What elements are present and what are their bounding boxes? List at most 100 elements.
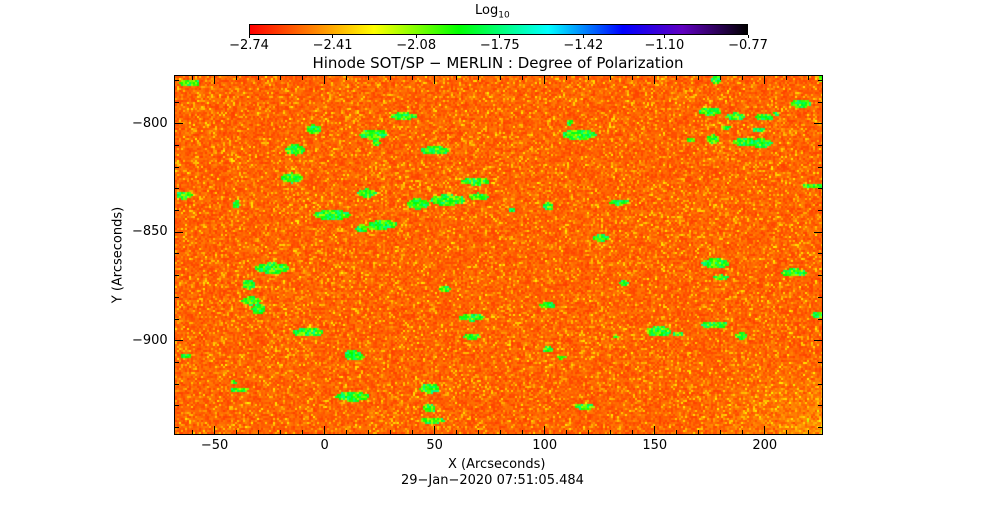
x-tick <box>764 426 766 434</box>
x-tick-top <box>236 76 238 80</box>
y-tick-right <box>818 79 822 81</box>
x-tick-top <box>698 76 700 80</box>
x-tick-top <box>258 76 260 80</box>
y-tick-label: −850 <box>132 224 168 240</box>
x-tick-top <box>522 76 524 80</box>
y-tick <box>175 275 179 277</box>
x-tick <box>192 430 194 434</box>
colorbar-tick <box>332 35 334 38</box>
x-tick <box>808 430 810 434</box>
y-tick <box>175 144 179 146</box>
colorbar-tick <box>499 35 501 38</box>
y-tick <box>175 296 179 298</box>
y-tick-right <box>818 361 822 363</box>
y-tick-right <box>818 144 822 146</box>
x-tick <box>258 430 260 434</box>
colorbar-tick-label: −2.08 <box>396 38 437 53</box>
x-tick-top <box>676 76 678 80</box>
x-tick-label: 50 <box>426 438 443 453</box>
x-tick <box>522 430 524 434</box>
y-tick <box>175 101 179 103</box>
x-tick-top <box>346 76 348 80</box>
x-tick-top <box>500 76 502 80</box>
y-tick-right <box>818 383 822 385</box>
x-tick-top <box>764 76 766 84</box>
x-tick <box>214 426 216 434</box>
x-tick-top <box>808 76 810 80</box>
x-tick <box>742 430 744 434</box>
y-tick-label: −900 <box>132 332 168 348</box>
x-tick <box>456 430 458 434</box>
y-tick-right <box>818 296 822 298</box>
y-tick-right <box>818 166 822 168</box>
y-tick <box>175 231 183 233</box>
x-tick-top <box>324 76 326 84</box>
x-tick-top <box>654 76 656 84</box>
colorbar-tick-label: −1.75 <box>479 38 520 53</box>
x-tick-top <box>720 76 722 80</box>
x-tick <box>236 430 238 434</box>
x-tick <box>676 430 678 434</box>
x-tick <box>720 430 722 434</box>
colorbar-tick <box>415 35 417 38</box>
x-tick-top <box>566 76 568 80</box>
y-tick-right <box>814 231 822 233</box>
x-tick-top <box>478 76 480 80</box>
colorbar-tick <box>747 35 749 38</box>
y-tick-right <box>818 318 822 320</box>
x-tick <box>412 430 414 434</box>
x-tick <box>610 430 612 434</box>
colorbar-tick <box>663 35 665 38</box>
colorbar-tick <box>248 35 250 38</box>
x-tick-top <box>214 76 216 84</box>
y-tick-right <box>818 275 822 277</box>
y-tick <box>175 426 179 428</box>
x-tick <box>588 430 590 434</box>
y-tick <box>175 188 179 190</box>
colorbar-tick-label: −2.74 <box>229 38 269 53</box>
chart-title: Hinode SOT/SP − MERLIN : Degree of Polar… <box>312 54 684 72</box>
x-tick-top <box>544 76 546 84</box>
x-tick-top <box>456 76 458 80</box>
x-tick-top <box>302 76 304 80</box>
y-tick-label: −800 <box>132 115 168 131</box>
y-tick <box>175 123 183 125</box>
x-tick-top <box>412 76 414 80</box>
x-tick-label: 100 <box>532 438 558 453</box>
y-tick-right <box>818 101 822 103</box>
colorbar-tick-label: −1.42 <box>563 38 604 53</box>
polarization-heatmap <box>175 76 822 434</box>
y-tick-right <box>818 426 822 428</box>
x-tick-label: 150 <box>642 438 668 453</box>
y-tick <box>175 340 183 342</box>
x-tick <box>368 430 370 434</box>
x-tick <box>434 426 436 434</box>
y-tick <box>175 318 179 320</box>
y-axis-label: Y (Arcseconds) <box>110 206 126 304</box>
x-tick-top <box>390 76 392 80</box>
x-tick <box>324 426 326 434</box>
y-tick-right <box>818 253 822 255</box>
x-tick <box>500 430 502 434</box>
x-tick-label: 0 <box>320 438 329 453</box>
y-tick <box>175 405 179 407</box>
colorbar-label: Log10 <box>475 3 510 21</box>
x-tick-top <box>610 76 612 80</box>
x-tick <box>478 430 480 434</box>
x-tick-top <box>368 76 370 80</box>
x-tick-top <box>280 76 282 80</box>
x-tick <box>698 430 700 434</box>
y-tick-right <box>818 210 822 212</box>
x-tick-top <box>786 76 788 80</box>
colorbar-tick-label: −2.41 <box>312 38 353 53</box>
y-tick <box>175 361 179 363</box>
x-axis-label: X (Arcseconds) <box>448 457 546 472</box>
y-tick <box>175 79 179 81</box>
y-tick-right <box>814 340 822 342</box>
x-tick-top <box>434 76 436 84</box>
x-tick-top <box>192 76 194 80</box>
timestamp: 29−Jan−2020 07:51:05.484 <box>401 473 584 488</box>
x-tick <box>280 430 282 434</box>
y-tick <box>175 383 179 385</box>
